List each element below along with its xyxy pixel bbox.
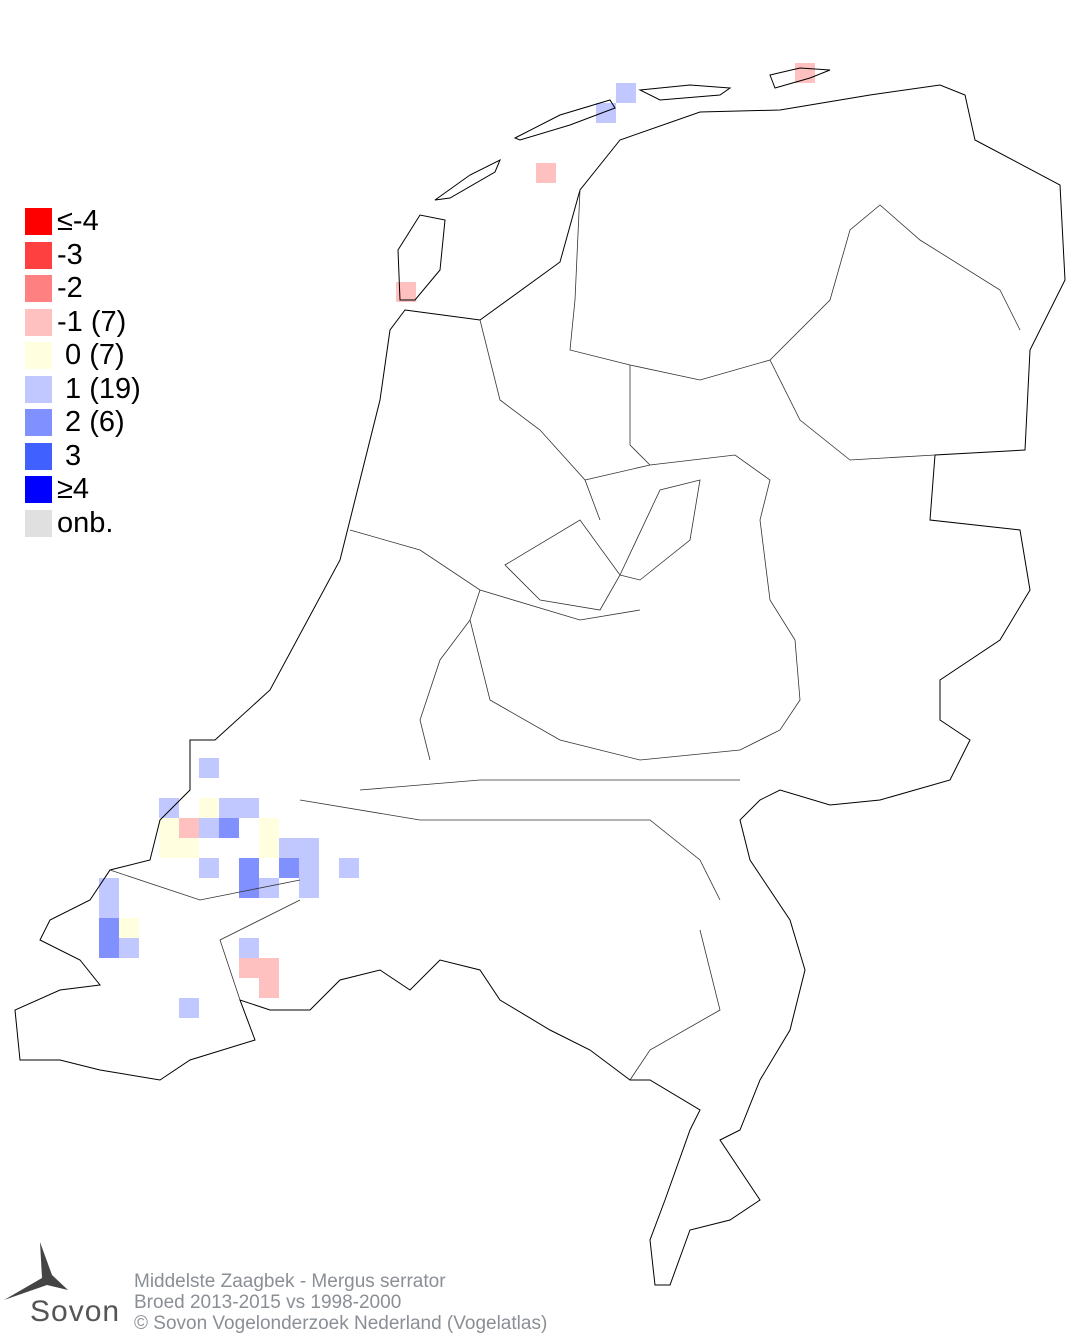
ameland-island bbox=[638, 84, 732, 101]
legend-label: 1 (19) bbox=[57, 372, 141, 405]
grid-cell bbox=[99, 938, 119, 958]
grid-cell bbox=[239, 858, 259, 878]
grid-cell bbox=[219, 818, 239, 838]
grid-cell bbox=[239, 798, 259, 818]
grid-cell bbox=[199, 818, 219, 838]
grid-cell bbox=[259, 838, 279, 858]
grid-cell bbox=[239, 878, 259, 898]
terschelling-island bbox=[513, 99, 616, 141]
legend-item: 1 (19) bbox=[25, 373, 141, 407]
grid-cell bbox=[99, 918, 119, 938]
map-caption: Middelste Zaagbek - Mergus serrator Broe… bbox=[134, 1271, 547, 1334]
sovon-logo bbox=[4, 1242, 68, 1300]
legend-item: -1 (7) bbox=[25, 306, 141, 340]
grid-cell bbox=[119, 918, 139, 938]
grid-cell bbox=[199, 858, 219, 878]
grid-cell bbox=[199, 798, 219, 818]
legend-label: -3 bbox=[57, 238, 83, 271]
legend-swatch bbox=[25, 476, 52, 504]
map-outlines bbox=[14, 67, 1066, 1286]
grid-cell bbox=[179, 818, 199, 838]
grid-cell bbox=[159, 798, 179, 818]
province-borders bbox=[109, 189, 1021, 1081]
swallow-icon bbox=[4, 1242, 68, 1300]
species-title: Middelste Zaagbek - Mergus serrator bbox=[134, 1271, 446, 1292]
legend-item: 3 bbox=[25, 440, 141, 474]
grid-cell bbox=[299, 858, 319, 878]
legend-label: 2 (6) bbox=[57, 406, 125, 439]
legend-label: onb. bbox=[57, 506, 114, 539]
legend-swatch bbox=[25, 409, 52, 437]
texel-island bbox=[397, 214, 446, 301]
grid-cell bbox=[99, 878, 119, 898]
legend-swatch bbox=[25, 208, 52, 236]
legend-label: -2 bbox=[57, 272, 83, 305]
grid-cell bbox=[119, 938, 139, 958]
copyright: © Sovon Vogelonderzoek Nederland (Vogela… bbox=[134, 1313, 548, 1334]
grid-cell bbox=[616, 83, 636, 103]
grid-cell bbox=[299, 878, 319, 898]
grid-cell bbox=[219, 798, 239, 818]
grid-cell bbox=[536, 163, 556, 183]
grid-cell bbox=[259, 878, 279, 898]
legend-item: onb. bbox=[25, 507, 141, 541]
legend-swatch bbox=[25, 509, 52, 537]
grid-cell bbox=[299, 838, 319, 858]
grid-cell bbox=[279, 838, 299, 858]
legend-swatch bbox=[25, 275, 52, 303]
legend-swatch bbox=[25, 442, 52, 470]
legend-item: ≤-4 bbox=[25, 205, 141, 239]
grid-cell bbox=[396, 282, 416, 302]
grid-cell bbox=[259, 978, 279, 998]
legend-swatch bbox=[25, 241, 52, 269]
grid-cell bbox=[99, 898, 119, 918]
legend-swatch bbox=[25, 308, 52, 336]
logo-text: Sovon bbox=[30, 1295, 121, 1328]
grid-cell bbox=[259, 818, 279, 838]
legend-item: -2 bbox=[25, 272, 141, 306]
vlieland-island bbox=[434, 158, 501, 201]
grid-cell bbox=[596, 103, 616, 123]
legend-item: ≥4 bbox=[25, 473, 141, 507]
mainland-outline bbox=[14, 84, 1066, 1286]
period-subtitle: Broed 2013-2015 vs 1998-2000 bbox=[134, 1292, 402, 1313]
grid-cell bbox=[179, 838, 199, 858]
legend: ≤-4 -3 -2 -1 (7) 0 (7) 1 (19) 2 (6) 3 ≥4 onb. bbox=[25, 205, 141, 540]
grid-cell bbox=[159, 838, 179, 858]
grid-cell bbox=[159, 818, 179, 838]
grid-cell bbox=[199, 758, 219, 778]
flevoland-outline bbox=[504, 479, 701, 611]
grid-cell bbox=[339, 858, 359, 878]
grid-cell bbox=[795, 63, 815, 83]
grid-cell bbox=[239, 958, 259, 978]
legend-item: 2 (6) bbox=[25, 406, 141, 440]
schiermonnikoog-island bbox=[769, 67, 831, 89]
grid-cell bbox=[279, 858, 299, 878]
legend-swatch bbox=[25, 342, 52, 370]
grid-cell bbox=[179, 998, 199, 1018]
legend-label: -1 (7) bbox=[57, 305, 127, 338]
legend-label: ≤-4 bbox=[57, 205, 99, 238]
grid-cells bbox=[99, 63, 815, 1018]
legend-label: 3 bbox=[57, 439, 82, 472]
legend-label: 0 (7) bbox=[57, 339, 125, 372]
legend-item: 0 (7) bbox=[25, 339, 141, 373]
grid-cell bbox=[259, 958, 279, 978]
legend-label: ≥4 bbox=[57, 473, 90, 506]
legend-item: -3 bbox=[25, 239, 141, 273]
legend-swatch bbox=[25, 375, 52, 403]
grid-cell bbox=[239, 938, 259, 958]
